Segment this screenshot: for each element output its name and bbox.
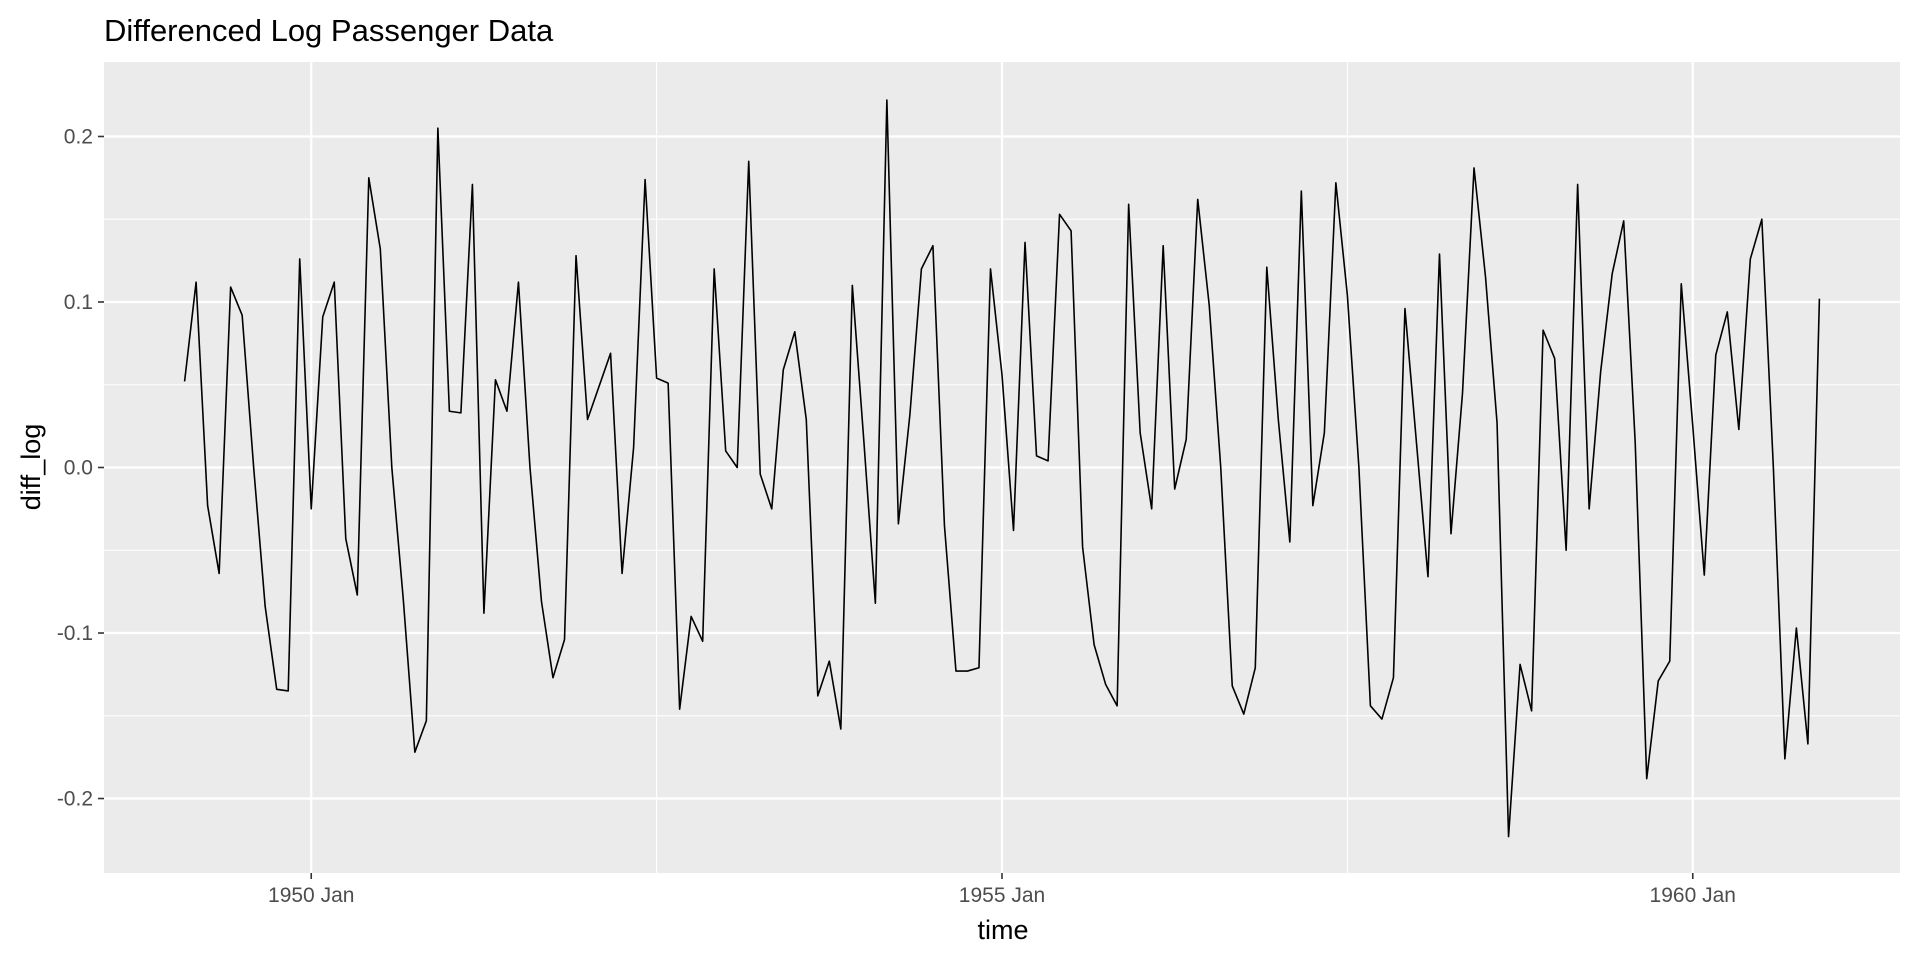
x-tick-label: 1955 Jan (959, 884, 1045, 907)
y-axis-ticks: -0.2 -0.1 0.0 0.1 0.2 (57, 125, 104, 811)
y-tick-label: 0.0 (64, 457, 93, 480)
y-axis-title: diff_log (16, 424, 46, 511)
x-tick-label: 1950 Jan (268, 884, 354, 907)
y-tick-label: 0.2 (64, 125, 93, 148)
chart-title: Differenced Log Passenger Data (104, 13, 554, 48)
series-line (183, 99, 1821, 838)
y-tick-label: -0.1 (57, 622, 93, 645)
x-axis-ticks: 1950 Jan 1955 Jan 1960 Jan (268, 873, 1736, 907)
y-tick-label: -0.2 (57, 788, 93, 811)
x-tick-label: 1960 Jan (1650, 884, 1736, 907)
x-axis-title: time (977, 915, 1028, 945)
y-tick-label: 0.1 (64, 291, 93, 314)
major-gridlines (104, 62, 1900, 873)
